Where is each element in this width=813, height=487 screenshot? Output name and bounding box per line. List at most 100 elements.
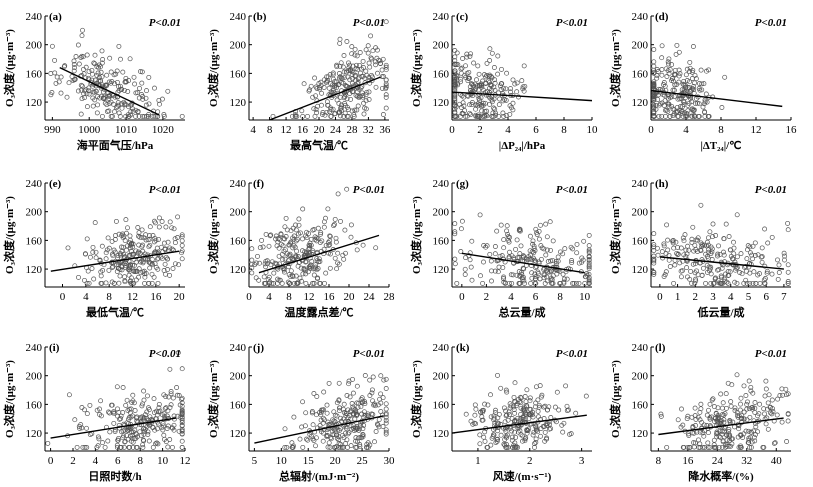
data-point: [95, 443, 101, 449]
data-point: [165, 423, 171, 429]
data-point: [119, 264, 125, 270]
data-point: [128, 424, 134, 429]
data-point: [112, 429, 118, 434]
data-point: [121, 433, 127, 439]
data-point: [543, 421, 549, 427]
data-point: [304, 229, 310, 235]
data-point: [484, 60, 490, 66]
data-point: [555, 258, 561, 264]
data-point: [719, 429, 725, 434]
data-point: [79, 33, 85, 39]
data-point: [79, 405, 85, 410]
data-point: [651, 97, 657, 103]
data-point: [165, 267, 170, 272]
data-point: [354, 247, 360, 253]
data-point: [325, 444, 331, 450]
data-point: [284, 444, 290, 450]
data-point: [103, 82, 109, 88]
data-point: [741, 409, 747, 415]
data-point: [729, 256, 735, 262]
data-point: [293, 227, 299, 233]
data-point: [762, 276, 768, 281]
data-point: [693, 423, 698, 428]
data-point: [513, 246, 519, 252]
x-tick-label: 8: [561, 124, 567, 136]
data-point: [127, 279, 133, 285]
data-point: [120, 69, 126, 75]
data-point: [479, 417, 485, 423]
data-point: [149, 113, 155, 119]
data-point: [326, 440, 332, 446]
data-point: [569, 260, 575, 266]
x-tick-label: 8: [137, 455, 143, 467]
data-point: [48, 71, 54, 76]
x-axis-title: 低云量/成: [696, 305, 744, 319]
data-point: [503, 112, 509, 118]
data-point: [289, 444, 295, 450]
data-point: [75, 88, 81, 94]
data-point: [96, 62, 102, 68]
data-point: [152, 220, 158, 226]
data-point: [517, 418, 523, 424]
data-point: [512, 380, 518, 386]
y-tick-label: 200: [433, 40, 450, 52]
data-point: [137, 429, 143, 435]
y-tick-label: 200: [632, 371, 649, 383]
data-point: [452, 54, 458, 60]
x-axis-title: 降水概率/(%): [688, 469, 754, 483]
y-tick-label: 120: [433, 428, 450, 440]
data-point: [374, 421, 380, 427]
data-point: [297, 436, 303, 442]
data-point: [336, 428, 342, 433]
data-point: [282, 444, 288, 450]
data-point: [710, 280, 716, 286]
data-point: [291, 236, 297, 242]
data-point: [472, 412, 478, 418]
data-point: [699, 273, 705, 278]
data-point: [127, 444, 133, 450]
data-point: [109, 402, 114, 408]
data-point: [143, 95, 149, 101]
data-point: [179, 366, 185, 372]
data-point: [120, 428, 126, 434]
data-point: [337, 63, 343, 69]
data-point: [84, 91, 90, 97]
data-point: [780, 392, 785, 398]
data-point: [520, 433, 526, 439]
significance-annotation: P<0.01: [353, 348, 385, 360]
data-point: [170, 395, 176, 401]
data-point: [277, 277, 283, 283]
data-point: [518, 411, 524, 417]
data-point: [509, 434, 515, 440]
data-point: [79, 83, 85, 89]
data-point: [71, 58, 77, 64]
data-point: [738, 395, 744, 401]
data-point: [681, 87, 687, 93]
data-point: [140, 96, 146, 102]
data-point: [785, 280, 791, 286]
data-point: [106, 108, 112, 114]
data-point: [514, 89, 520, 95]
data-point: [383, 406, 389, 412]
data-point: [462, 272, 468, 277]
data-point: [111, 280, 117, 286]
data-point: [96, 78, 102, 84]
data-point: [383, 86, 389, 92]
data-point: [58, 90, 64, 96]
data-point: [307, 263, 313, 269]
data-point: [114, 444, 120, 450]
data-point: [512, 444, 518, 450]
data-point: [543, 252, 549, 258]
data-point: [374, 47, 380, 53]
y-tick-label: 120: [230, 97, 247, 109]
data-point: [514, 80, 520, 86]
data-point: [327, 265, 333, 271]
y-tick-label: 240: [26, 11, 43, 23]
data-point: [504, 412, 510, 418]
data-point: [303, 280, 309, 286]
data-point: [517, 227, 523, 232]
data-point: [362, 412, 368, 418]
data-point: [659, 249, 665, 255]
data-point: [122, 439, 128, 445]
